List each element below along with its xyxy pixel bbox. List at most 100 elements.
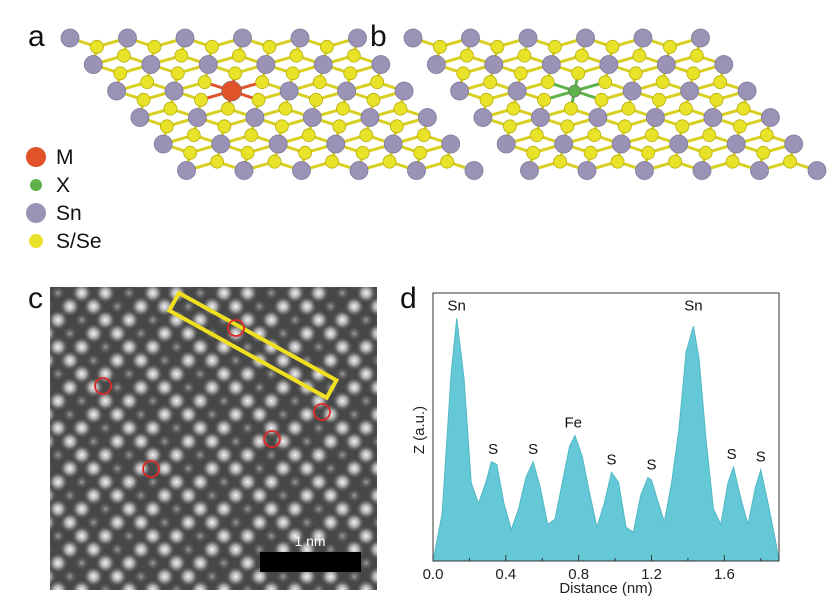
stem-atom-spot (237, 553, 258, 573)
stem-atom-spot (87, 273, 101, 287)
stem-atom-spot (320, 323, 341, 344)
sn-atom-icon (714, 55, 734, 74)
chalcogen-atom-icon (621, 101, 636, 116)
stem-atom-spot (158, 597, 172, 603)
peak-label: Fe (564, 415, 582, 432)
stem-atom-spot (190, 418, 211, 438)
chalcogen-atom-icon (416, 128, 431, 143)
stem-atom-spot (181, 542, 196, 557)
chalcogen-atom-icon (610, 154, 625, 169)
stem-atom-spot (98, 583, 113, 590)
sn-atom-icon (198, 55, 218, 74)
sn-atom-icon (292, 161, 311, 180)
dopant-marker-icon (263, 430, 281, 448)
sn-atom-icon (256, 55, 276, 74)
stem-atom-spot (347, 407, 362, 422)
stem-atom-spot (252, 287, 267, 290)
stem-atom-spot (24, 445, 44, 465)
stem-atom-spot (178, 566, 199, 587)
stem-atom-spot (332, 391, 353, 411)
stem-atom-spot (27, 583, 41, 597)
chalcogen-atom-icon (526, 145, 541, 160)
stem-atom-spot (59, 512, 80, 533)
chalcogen-atom-icon (370, 75, 385, 90)
chalcogen-atom-icon (393, 101, 408, 116)
stem-atom-spot (371, 273, 385, 287)
stem-atom-spot (356, 337, 377, 357)
x-tick-label: 0.4 (495, 566, 516, 583)
stem-atom-spot (98, 421, 113, 435)
chalcogen-atom-icon (598, 75, 613, 90)
stem-atom-spot (59, 431, 80, 452)
stem-atom-spot (130, 431, 151, 452)
sn-atom-icon (371, 55, 391, 74)
stem-atom-spot (169, 421, 184, 435)
peak-label: S (488, 441, 498, 458)
stem-atom-spot (252, 380, 267, 395)
stem-atom-spot (320, 512, 341, 533)
stem-atom-spot (50, 381, 54, 394)
stem-atom-spot (71, 287, 92, 303)
sn-atom-icon (141, 55, 161, 74)
sn-atom-icon (646, 108, 665, 127)
stem-atom-spot (383, 340, 397, 354)
stem-atom-spot (237, 287, 258, 303)
chalcogen-atom-icon (186, 128, 201, 143)
chalcogen-atom-icon (641, 145, 656, 160)
stem-atom-spot (95, 287, 116, 303)
stem-atom-spot (332, 418, 353, 438)
stem-atom-spot (383, 583, 397, 597)
stem-atom-spot (24, 526, 44, 546)
stem-atom-spot (59, 377, 80, 398)
atom-layer (403, 28, 827, 180)
profile-area (432, 318, 780, 562)
chalcogen-atom-icon (529, 128, 544, 143)
sn-atom-icon (518, 28, 538, 48)
peak-label: S (528, 441, 538, 458)
stem-atom-spot (181, 380, 196, 395)
legend-chalcogen-icon (29, 234, 43, 248)
stem-atom-spot (237, 445, 258, 465)
stem-atom-spot (157, 434, 172, 449)
stem-atom-spot (24, 391, 44, 411)
stem-atom-spot (86, 515, 101, 530)
stem-atom-spot (50, 462, 54, 475)
stem-atom-spot (347, 287, 361, 290)
legend-label-x: X (56, 174, 70, 197)
stem-atom-spot (213, 445, 234, 465)
dopant-marker-icon (142, 460, 160, 478)
sn-atom-icon (507, 81, 527, 101)
stem-atom-spot (59, 296, 80, 317)
chalcogen-atom-icon (90, 39, 104, 54)
stem-atom-spot (356, 580, 377, 590)
chalcogen-atom-icon (732, 119, 747, 134)
stem-atom-spot (166, 391, 187, 411)
stem-atom-spot (145, 394, 160, 408)
legend-sn-icon (26, 203, 46, 223)
sn-atom-icon (233, 28, 252, 48)
line-profile-box-icon (166, 290, 340, 401)
sn-atom-icon (635, 161, 654, 180)
stem-atom-spot (335, 529, 350, 543)
stem-atom-spot (27, 340, 41, 354)
scale-bar (260, 552, 361, 572)
sn-atom-icon (417, 108, 437, 127)
stem-atom-spot (59, 350, 80, 371)
stem-atom-spot (86, 353, 101, 368)
sn-atom-icon (692, 161, 712, 180)
stem-atom-spot (122, 367, 137, 381)
sn-atom-icon (588, 108, 608, 127)
sn-atom-icon (576, 28, 595, 48)
stem-atom-spot (308, 526, 329, 546)
chalcogen-atom-icon (355, 145, 370, 160)
sn-atom-icon (633, 28, 653, 48)
stem-atom-spot (335, 287, 350, 300)
chalcogen-atom-icon (170, 66, 185, 81)
sn-atom-icon (403, 28, 423, 48)
stem-atom-spot (107, 594, 127, 603)
chalcogen-atom-icon (675, 119, 690, 134)
stem-atom-spot (205, 287, 219, 290)
stem-atom-spot (74, 313, 89, 327)
stem-atom-spot (299, 515, 314, 530)
sn-atom-icon (153, 134, 173, 154)
